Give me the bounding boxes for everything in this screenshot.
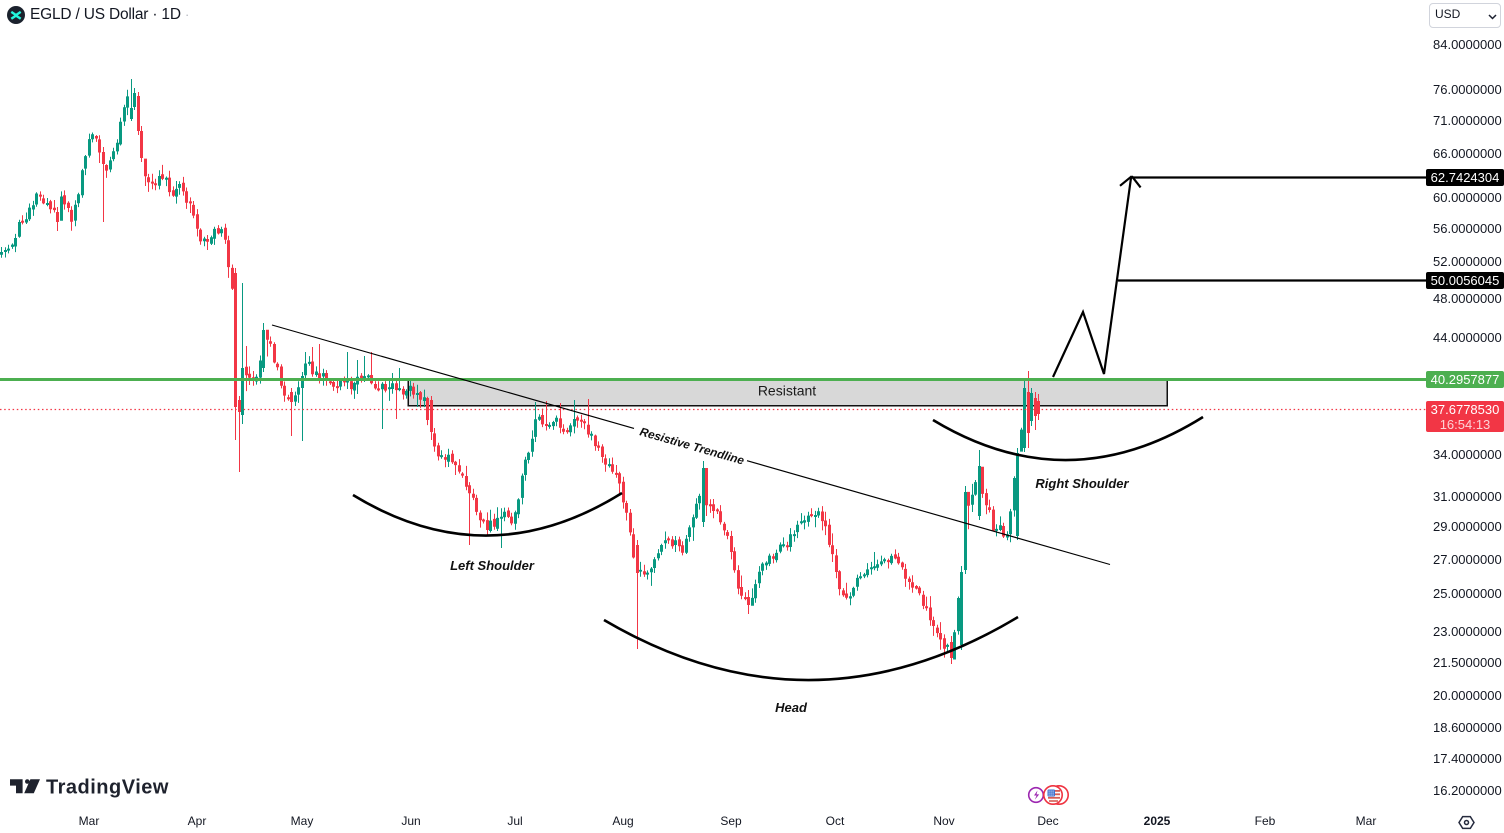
svg-text:Right Shoulder: Right Shoulder bbox=[1035, 476, 1129, 491]
svg-text:Left Shoulder: Left Shoulder bbox=[450, 558, 535, 573]
svg-text:Head: Head bbox=[775, 700, 808, 715]
svg-text:TradingView: TradingView bbox=[46, 777, 169, 799]
svg-text:Resistive Trendline: Resistive Trendline bbox=[638, 424, 746, 467]
svg-text:Resistant: Resistant bbox=[758, 383, 816, 399]
